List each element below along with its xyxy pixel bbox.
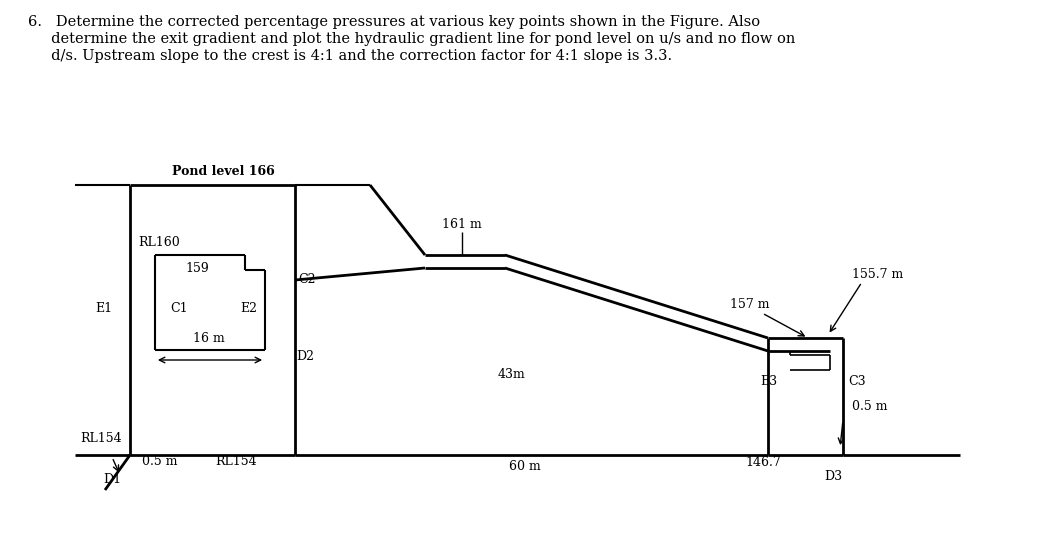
Text: 0.5 m: 0.5 m bbox=[852, 400, 888, 413]
Text: 146.7: 146.7 bbox=[745, 456, 781, 469]
Text: 16 m: 16 m bbox=[193, 332, 224, 345]
Text: RL154: RL154 bbox=[215, 455, 257, 468]
Text: D2: D2 bbox=[296, 350, 314, 363]
Text: 159: 159 bbox=[185, 262, 209, 275]
Text: RL160: RL160 bbox=[138, 236, 180, 249]
Text: 60 m: 60 m bbox=[509, 460, 541, 473]
Text: 0.5 m: 0.5 m bbox=[141, 455, 177, 468]
Text: 6.   Determine the corrected percentage pressures at various key points shown in: 6. Determine the corrected percentage pr… bbox=[28, 15, 760, 29]
Text: E2: E2 bbox=[240, 302, 257, 315]
Text: d/s. Upstream slope to the crest is 4:1 and the correction factor for 4:1 slope : d/s. Upstream slope to the crest is 4:1 … bbox=[28, 49, 672, 63]
Text: D1: D1 bbox=[103, 473, 122, 486]
Text: RL154: RL154 bbox=[80, 432, 122, 445]
Text: C2: C2 bbox=[298, 273, 315, 286]
Text: Pond level 166: Pond level 166 bbox=[172, 165, 275, 178]
Text: C1: C1 bbox=[170, 302, 188, 315]
Text: 161 m: 161 m bbox=[442, 218, 482, 231]
Text: E1: E1 bbox=[95, 302, 112, 315]
Text: C3: C3 bbox=[848, 375, 866, 388]
Text: 157 m: 157 m bbox=[730, 298, 769, 311]
Text: 155.7 m: 155.7 m bbox=[852, 268, 903, 281]
Text: determine the exit gradient and plot the hydraulic gradient line for pond level : determine the exit gradient and plot the… bbox=[28, 32, 795, 46]
Text: 43m: 43m bbox=[498, 368, 526, 381]
Text: E3: E3 bbox=[760, 375, 778, 388]
Text: D3: D3 bbox=[824, 470, 842, 483]
